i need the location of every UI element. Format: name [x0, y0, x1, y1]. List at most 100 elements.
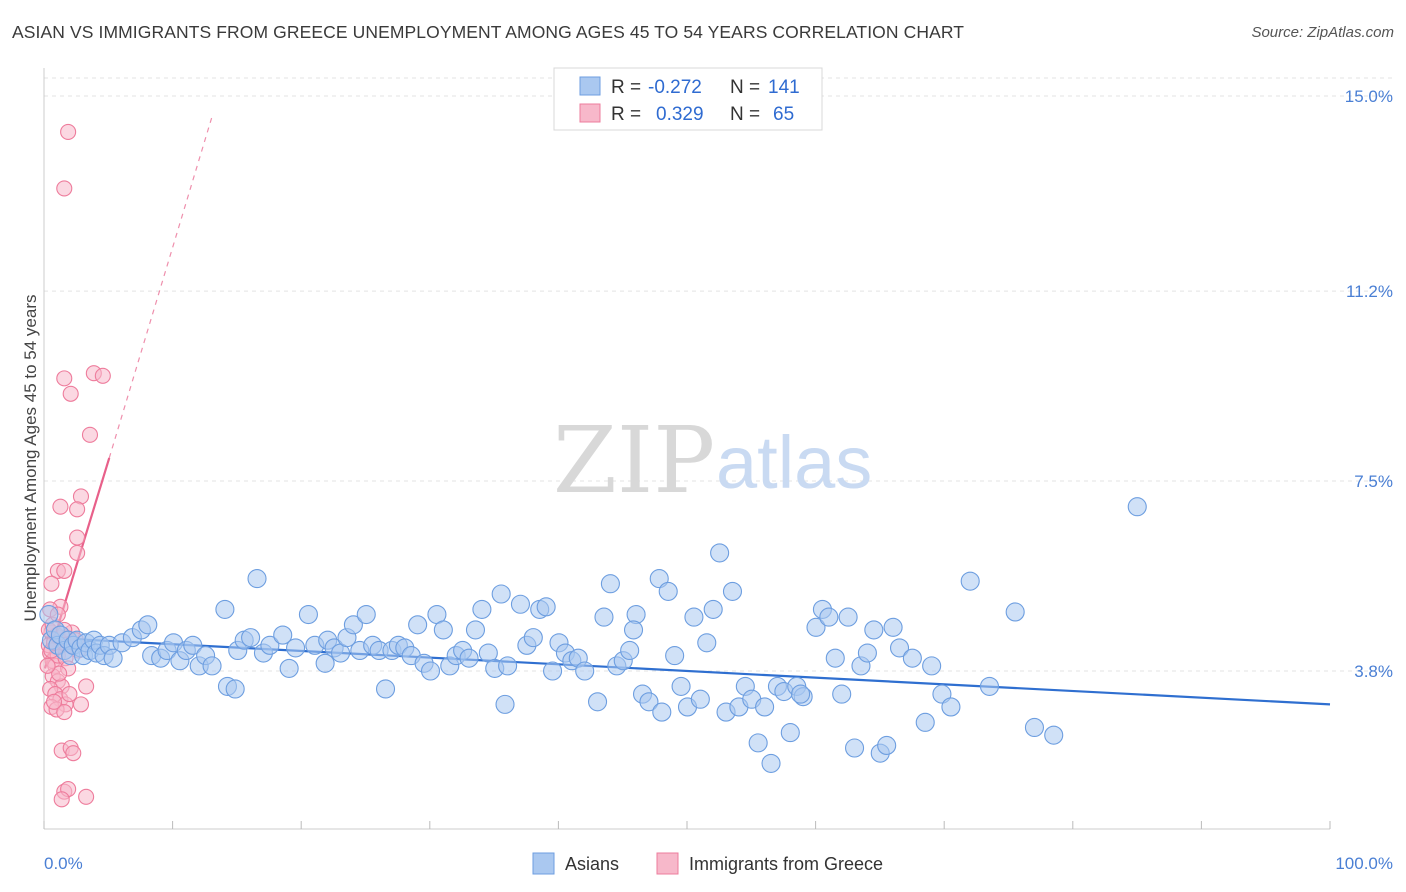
asian-point-134	[883, 617, 903, 637]
y-tick-label-0: 3.8%	[1354, 662, 1393, 681]
asian-point-63	[408, 615, 428, 635]
asian-point-48	[315, 653, 335, 673]
asian-point-65	[420, 661, 441, 681]
asian-point-53	[343, 615, 363, 635]
y-axis-label: Unemployment Among Ages 45 to 54 years	[21, 295, 40, 622]
asian-point-127	[832, 684, 852, 704]
greece-point-58	[39, 657, 56, 674]
asian-point-72	[465, 620, 486, 640]
greece-point-44	[72, 696, 90, 713]
asian-point-101	[658, 581, 678, 601]
asian-point-123	[806, 617, 826, 637]
legend-n-value-2: 65	[773, 104, 794, 125]
asian-point-33	[202, 656, 222, 676]
y-tick-label-2: 11.2%	[1346, 282, 1393, 301]
asian-point-141	[960, 571, 980, 591]
asian-point-147	[864, 620, 884, 640]
series-asians-points	[39, 497, 1147, 773]
x-tick-label-0: 0.0%	[44, 854, 83, 873]
asian-point-116	[755, 697, 775, 717]
greece-point-3	[56, 370, 73, 387]
asian-point-73	[472, 599, 492, 619]
legend-n-label-1: N =	[730, 77, 760, 98]
asian-point-148	[791, 684, 811, 704]
asian-point-102	[665, 646, 685, 666]
asian-point-142	[1005, 602, 1025, 622]
asian-point-78	[498, 656, 518, 676]
asian-point-137	[915, 712, 935, 732]
greece-point-0	[60, 123, 77, 140]
asian-point-90	[587, 692, 608, 712]
greece-point-59	[61, 686, 78, 703]
asian-point-55	[356, 604, 376, 625]
source-label: Source: ZipAtlas.com	[1251, 24, 1394, 41]
asian-point-115	[748, 733, 768, 753]
asian-point-149	[623, 620, 644, 640]
x-tick-label-1: 100.0%	[1335, 854, 1393, 873]
greece-point-10	[69, 529, 86, 546]
asian-point-39	[241, 628, 261, 648]
asian-point-77	[495, 694, 515, 714]
asian-point-34	[215, 599, 235, 619]
axis-ticks: 3.8% 7.5% 11.2% 15.0% 0.0% 100.0%	[44, 87, 1393, 873]
legend-swatch-greece	[579, 103, 601, 123]
asian-point-100	[652, 702, 672, 722]
greece-point-8	[52, 498, 69, 515]
asian-point-128	[838, 607, 858, 627]
greece-point-43	[56, 704, 73, 721]
legend-r-value-1: -0.272	[648, 77, 702, 98]
asian-point-98	[639, 692, 659, 712]
asian-point-81	[523, 628, 543, 648]
bottom-legend-asians: Asians	[565, 854, 619, 874]
asian-point-145	[1127, 497, 1147, 517]
asian-point-95	[620, 640, 640, 661]
greece-point-6	[81, 426, 99, 443]
asian-point-71	[459, 648, 479, 668]
asian-point-108	[703, 599, 723, 619]
asian-point-44	[279, 658, 299, 678]
asian-point-83	[536, 597, 556, 617]
legend-r-value-2: 0.329	[656, 104, 704, 125]
correlation-legend: R = -0.272 N = 141 R = 0.329 N = 65	[553, 67, 823, 131]
greece-point-52	[53, 791, 70, 808]
asian-point-36	[225, 679, 245, 699]
watermark-atlas: atlas	[716, 421, 872, 504]
asian-point-43	[273, 625, 293, 645]
asian-point-143	[1024, 717, 1044, 738]
asian-point-23	[138, 615, 158, 635]
asian-point-105	[684, 607, 704, 627]
asian-point-92	[600, 574, 620, 594]
asian-point-84	[543, 661, 563, 681]
asian-point-76	[491, 584, 511, 604]
greece-point-48	[65, 745, 82, 762]
asian-point-117	[761, 753, 781, 773]
asian-point-125	[819, 607, 839, 627]
asian-point-111	[722, 581, 743, 601]
asian-point-58	[375, 679, 396, 699]
greece-point-57	[51, 665, 68, 682]
asian-point-45	[286, 638, 306, 658]
asian-point-103	[671, 676, 691, 696]
axes	[43, 68, 1331, 830]
asian-point-91	[594, 607, 614, 627]
bottom-legend: Asians Immigrants from Greece	[532, 852, 883, 875]
legend-swatch-asians	[579, 76, 601, 96]
asian-point-40	[247, 569, 267, 589]
asian-point-129	[844, 738, 865, 758]
legend-r-label-2: R =	[611, 104, 641, 125]
chart-title: ASIAN VS IMMIGRANTS FROM GREECE UNEMPLOY…	[12, 22, 965, 42]
asian-point-136	[902, 648, 922, 668]
y-tick-label-1: 7.5%	[1354, 472, 1393, 491]
asian-point-89	[575, 661, 595, 681]
asian-point-126	[825, 648, 845, 668]
asian-point-140	[941, 697, 961, 717]
asian-point-146	[979, 676, 1000, 696]
greece-point-4	[94, 367, 111, 384]
asian-point-67	[433, 620, 453, 640]
asian-point-120	[780, 723, 800, 743]
watermark: ZIP atlas	[553, 407, 872, 514]
asian-point-133	[877, 735, 897, 755]
asian-point-19	[103, 648, 123, 668]
legend-n-value-1: 141	[768, 77, 800, 98]
